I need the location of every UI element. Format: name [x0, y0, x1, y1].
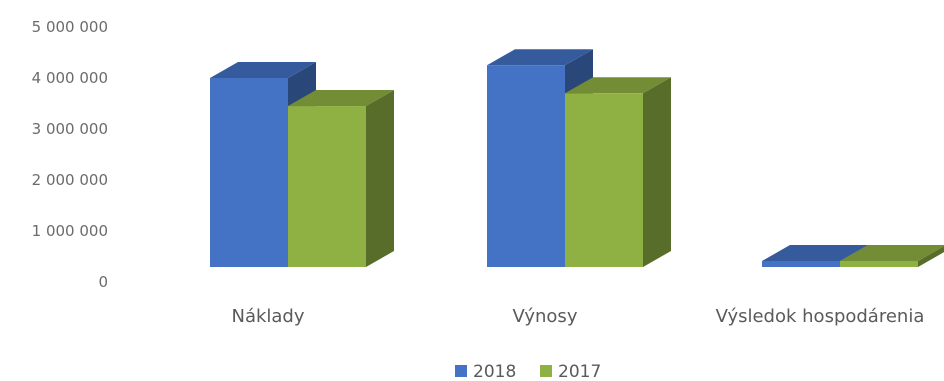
bar-2017-0 [288, 90, 394, 267]
legend-label-2018: 2018 [473, 362, 516, 381]
legend-label-2017: 2017 [558, 362, 601, 381]
category-labels: Náklady Výnosy Výsledok hospodárenia [231, 306, 924, 327]
bar-side-face [643, 77, 671, 267]
y-tick-label: 5 000 000 [32, 18, 108, 36]
bar-top-face [840, 245, 944, 261]
bar-side-face [918, 246, 944, 267]
y-tick-label: 4 000 000 [32, 69, 108, 87]
bar-front-face [565, 93, 643, 267]
bar-front-face [762, 261, 840, 267]
y-tick-label: 1 000 000 [32, 222, 108, 240]
y-tick-label: 0 [98, 273, 108, 291]
bar-front-face [840, 261, 918, 267]
bar-top-face [210, 62, 316, 78]
legend-swatch-2018 [455, 365, 467, 377]
y-axis: 0 1 000 000 2 000 000 3 000 000 4 000 000 5 0… [32, 18, 108, 291]
bars [210, 49, 944, 267]
category-label: Výsledok hospodárenia [716, 306, 925, 327]
bar-2017-2 [840, 245, 944, 267]
bar-front-face [288, 106, 366, 267]
bar-front-face [487, 65, 565, 267]
category-label: Výnosy [513, 306, 578, 327]
bar-top-face [762, 245, 868, 261]
bar-front-face [210, 78, 288, 267]
legend-swatch-2017 [540, 365, 552, 377]
bar-top-face [565, 77, 671, 94]
y-tick-label: 3 000 000 [32, 120, 108, 138]
y-tick-label: 2 000 000 [32, 171, 108, 189]
bar-top-face [288, 90, 394, 107]
category-label: Náklady [231, 306, 304, 327]
legend: 2018 2017 [455, 362, 601, 381]
bar-top-face [487, 49, 593, 66]
bar-2017-1 [565, 77, 671, 267]
bar-side-face [366, 90, 394, 267]
